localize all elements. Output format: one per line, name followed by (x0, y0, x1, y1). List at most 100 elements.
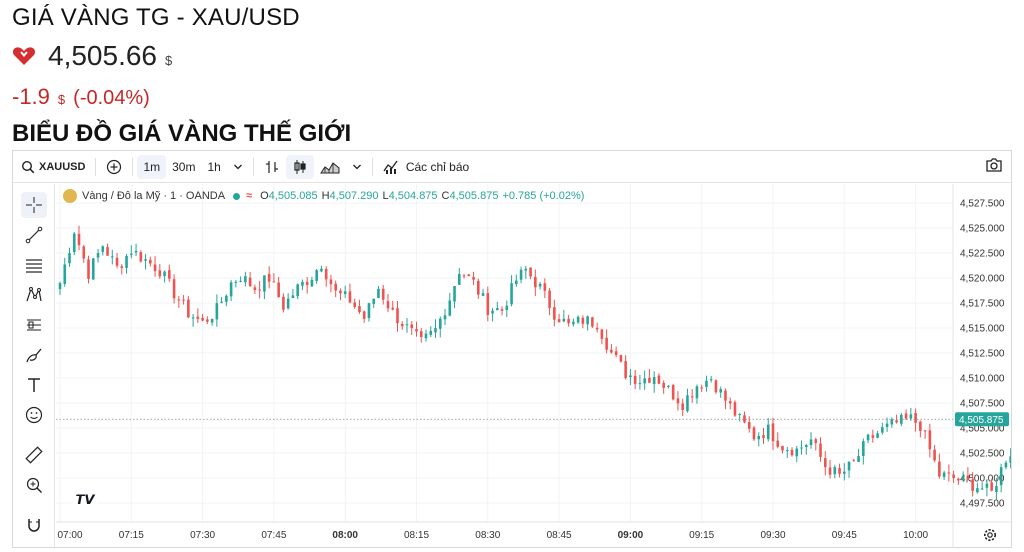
candle-body (557, 319, 561, 323)
candle-body (286, 298, 290, 309)
add-compare-icon (107, 159, 122, 174)
candle-body (985, 483, 989, 488)
candle-body (358, 306, 361, 313)
compare-button[interactable] (100, 155, 128, 179)
candle-body (253, 287, 257, 291)
candle-body (410, 324, 414, 328)
last-price-label: 4,505.875 (959, 415, 1004, 426)
symbol-search-button[interactable]: XAUUSD (13, 155, 91, 179)
candle-body (144, 259, 147, 261)
candle-body (187, 299, 190, 318)
candle-body (529, 267, 532, 277)
y-tick-label: 4,525.000 (960, 224, 1005, 235)
fib-tool[interactable] (21, 252, 47, 278)
indicators-button[interactable]: Các chỉ báo (377, 155, 475, 179)
candle-body (804, 445, 808, 447)
indicators-icon (383, 160, 398, 174)
candle-body (106, 247, 109, 256)
candle-body (377, 288, 380, 299)
zoom-tool[interactable] (21, 472, 47, 498)
candle-body (153, 264, 157, 272)
crosshair-tool[interactable] (21, 192, 47, 218)
candle-body (819, 443, 822, 457)
candle-body (938, 461, 941, 477)
candle-body (415, 328, 418, 332)
candle-body (719, 389, 723, 393)
candle-body (334, 283, 337, 291)
candle-body (823, 458, 827, 468)
x-tick-label: 10:00 (903, 530, 928, 541)
candle-body (101, 246, 105, 252)
candle-body (600, 329, 604, 339)
legend-low: 4,504.875 (388, 190, 438, 202)
candle-body (510, 283, 513, 305)
y-tick-label: 4,517.500 (960, 299, 1005, 310)
price-chart[interactable]: 4,527.500 4,525.000 4,522.500 4,520.000 4,51… (13, 151, 1011, 547)
chart-toolbar: XAUUSD 1m 30m 1h Các chỉ báo (13, 151, 1011, 183)
interval-1h-button[interactable]: 1h (207, 159, 221, 174)
candles-button[interactable] (285, 154, 314, 179)
candle-body (852, 460, 856, 462)
screenshot-button[interactable] (985, 157, 1003, 176)
candle-body (567, 318, 570, 324)
candle-body (890, 419, 894, 425)
candle-body (196, 316, 200, 319)
candle-body (58, 283, 62, 290)
candle-body (134, 250, 138, 253)
candle-body (315, 270, 318, 281)
candle-body (643, 378, 646, 384)
candle-body (633, 375, 637, 384)
legend-high: 4,507.290 (329, 190, 379, 202)
candle-body (785, 450, 789, 452)
candle-body (548, 290, 551, 308)
candle-body (900, 414, 903, 424)
interval-1m-button[interactable]: 1m (137, 154, 167, 179)
candle-body (310, 279, 314, 287)
ruler-tool[interactable] (21, 442, 47, 468)
candle-body (130, 253, 133, 255)
candle-body (885, 423, 889, 428)
candle-body (657, 375, 661, 384)
candle-body (667, 385, 670, 387)
candle-body (762, 435, 765, 438)
candle-body (614, 351, 618, 356)
bar-style-icon (265, 160, 278, 173)
candle-body (928, 430, 932, 450)
pattern-tool[interactable] (21, 282, 47, 308)
interval-30m-button[interactable]: 30m (172, 159, 196, 174)
chart-type-button[interactable] (314, 155, 346, 179)
candle-body (291, 295, 295, 299)
text-icon (28, 378, 40, 392)
candle-body (966, 475, 970, 480)
brush-tool[interactable] (21, 342, 47, 368)
tradingview-logo-icon[interactable]: 𝙏𝙑 (71, 489, 99, 511)
candle-body (534, 276, 537, 288)
candle-body (120, 266, 124, 268)
x-tick-label: 08:45 (547, 530, 572, 541)
emoji-tool[interactable] (21, 402, 47, 428)
x-tick-label: 09:15 (689, 530, 714, 541)
candle-body (576, 316, 580, 323)
candle-body (695, 386, 699, 399)
interval-dropdown[interactable] (227, 155, 249, 179)
candle-body (182, 299, 185, 301)
candle-body (919, 421, 922, 431)
chart-settings-button[interactable] (983, 528, 997, 547)
projection-icon (27, 319, 41, 331)
candle-body (301, 281, 304, 286)
trend-line-tool[interactable] (21, 222, 47, 248)
chart-legend: Vàng / Đô la Mỹ · 1 · OANDA ≈ O 4,505.085… (63, 189, 588, 203)
projection-tool[interactable] (21, 312, 47, 338)
candle-body (847, 461, 851, 471)
candle-body (177, 299, 181, 301)
chart-type-dropdown[interactable] (346, 155, 368, 179)
text-tool[interactable] (21, 372, 47, 398)
bar-style-button[interactable] (258, 155, 286, 179)
candle-body (553, 307, 556, 320)
y-tick-label: 4,522.500 (960, 249, 1005, 260)
candle-body (595, 327, 599, 330)
x-tick-label: 09:00 (618, 530, 644, 541)
candle-body (272, 281, 276, 283)
magnet-tool[interactable] (21, 512, 47, 538)
candle-body (809, 439, 813, 446)
